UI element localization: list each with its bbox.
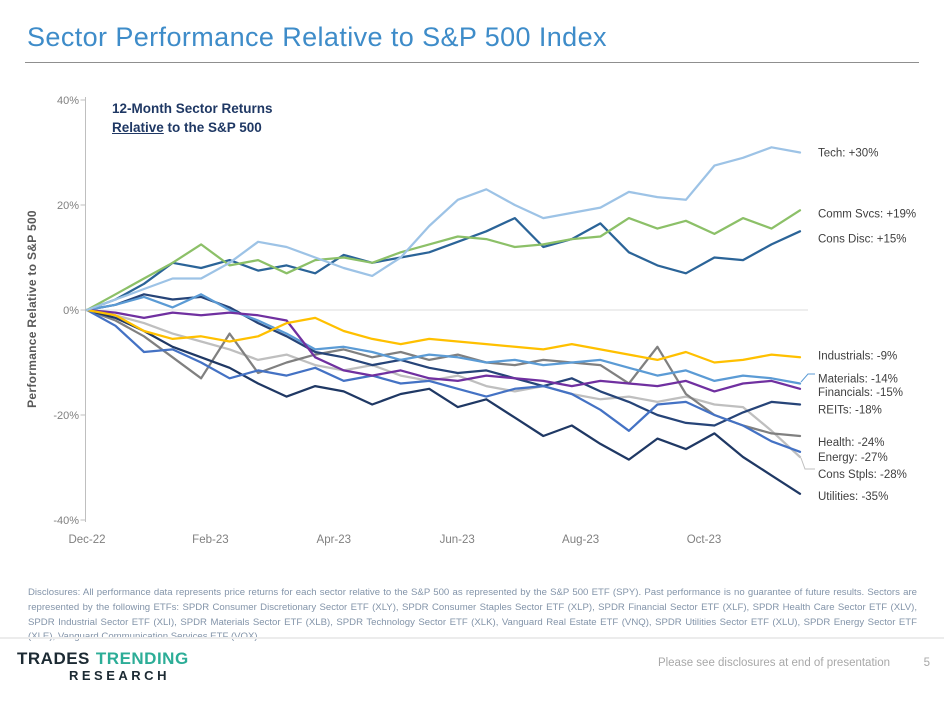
series-line-tech — [85, 146, 802, 312]
series-label-utilities: Utilities: -35% — [818, 491, 888, 503]
annotation-underlined-word: Relative — [112, 120, 164, 135]
y-axis-title: Performance Relative to S&P 500 — [25, 210, 39, 408]
series-label-tech: Tech: +30% — [818, 148, 878, 160]
chart-series — [85, 146, 802, 495]
x-tick-label: Apr-23 — [317, 534, 352, 546]
series-label-comm-svcs: Comm Svcs: +19% — [818, 208, 916, 220]
title-divider — [25, 62, 919, 63]
series-label-industrials: Industrials: -9% — [818, 350, 897, 362]
page-number: 5 — [923, 657, 930, 669]
y-tick-label: -20% — [53, 410, 79, 422]
x-tick-label: Dec-22 — [68, 534, 105, 546]
series-line-reits — [85, 293, 802, 427]
chart-labels: Tech: +30% Comm Svcs: +19% Cons Disc: +15%… — [800, 148, 916, 503]
series-line-health — [85, 308, 802, 438]
footer-divider — [0, 637, 944, 639]
y-tick-label: 20% — [57, 200, 79, 212]
series-label-materials: Materials: -14% — [818, 374, 898, 386]
series-line-energy — [85, 308, 802, 453]
series-line-cons-stpls — [85, 308, 802, 459]
x-tick-label: Jun-23 — [440, 534, 475, 546]
series-line-industrials — [85, 308, 802, 364]
logo-trades: TRADES — [17, 649, 90, 668]
x-tick-label: Feb-23 — [192, 534, 228, 546]
series-label-health: Health: -24% — [818, 437, 884, 449]
series-line-utilities — [85, 308, 802, 495]
annotation-line2-rest: to the S&P 500 — [163, 120, 262, 135]
series-line-financials — [85, 308, 802, 393]
company-logo: TRADES TRENDING RESEARCH — [17, 650, 189, 684]
series-line-cons-disc — [85, 216, 802, 312]
annotation-line2: Relative to the S&P 500 — [112, 118, 273, 137]
disclosures-text: Disclosures: All performance data repres… — [28, 587, 917, 643]
chart-annotation: 12-Month Sector Returns Relative to the … — [112, 99, 273, 137]
page-title: Sector Performance Relative to S&P 500 I… — [27, 22, 607, 52]
series-line-comm-svcs — [85, 209, 802, 312]
series-line-materials — [85, 293, 802, 385]
series-label-cons-disc: Cons Disc: +15% — [818, 233, 907, 245]
annotation-line1: 12-Month Sector Returns — [112, 101, 273, 116]
footer-note: Please see disclosures at end of present… — [657, 657, 890, 669]
y-tick-label: 40% — [57, 95, 79, 107]
logo-trending: TRENDING — [95, 649, 189, 668]
series-label-energy: Energy: -27% — [818, 452, 888, 464]
y-tick-label: -40% — [53, 515, 79, 527]
cons-stpls-leader-line — [800, 457, 815, 470]
y-tick-label: 0% — [63, 305, 79, 317]
series-label-cons-stpls: Cons Stpls: -28% — [818, 469, 907, 481]
logo-research: RESEARCH — [69, 668, 170, 683]
x-tick-label: Aug-23 — [562, 534, 599, 546]
materials-leader-line — [800, 373, 815, 383]
x-tick-label: Oct-23 — [687, 534, 722, 546]
logo-line1: TRADES TRENDING — [17, 650, 189, 668]
series-label-reits: REITs: -18% — [818, 405, 882, 417]
series-label-financials: Financials: -15% — [818, 387, 903, 399]
chart-axes: 40% 20% 0% -20% -40% Dec-22 Feb-23 Apr-23 Jun-23… — [53, 95, 808, 546]
